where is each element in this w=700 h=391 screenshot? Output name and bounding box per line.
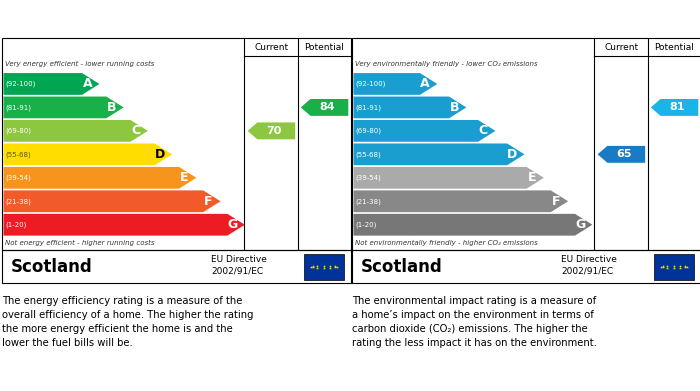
Polygon shape — [4, 190, 220, 212]
Text: (1-20): (1-20) — [356, 221, 377, 228]
Polygon shape — [301, 99, 349, 116]
Text: (21-38): (21-38) — [356, 198, 382, 204]
Text: (81-91): (81-91) — [356, 104, 382, 111]
Polygon shape — [354, 167, 544, 189]
Polygon shape — [4, 167, 196, 189]
Text: 65: 65 — [617, 149, 632, 160]
Polygon shape — [354, 120, 496, 142]
Text: Not energy efficient - higher running costs: Not energy efficient - higher running co… — [5, 240, 155, 246]
Text: EU Directive
2002/91/EC: EU Directive 2002/91/EC — [561, 255, 617, 276]
Text: Very environmentally friendly - lower CO₂ emissions: Very environmentally friendly - lower CO… — [355, 61, 538, 67]
Text: (39-54): (39-54) — [6, 174, 32, 181]
Text: (92-100): (92-100) — [6, 81, 36, 87]
Text: EU Directive
2002/91/EC: EU Directive 2002/91/EC — [211, 255, 267, 276]
Text: E: E — [180, 171, 188, 184]
Text: (21-38): (21-38) — [6, 198, 32, 204]
Text: (1-20): (1-20) — [6, 221, 27, 228]
Text: Potential: Potential — [304, 43, 344, 52]
Text: (55-68): (55-68) — [6, 151, 32, 158]
Text: F: F — [552, 195, 560, 208]
Text: D: D — [508, 148, 517, 161]
Text: A: A — [420, 77, 430, 90]
Text: (69-80): (69-80) — [356, 127, 382, 134]
Text: C: C — [131, 124, 140, 137]
Text: 84: 84 — [320, 102, 335, 113]
Polygon shape — [248, 122, 295, 139]
Text: B: B — [106, 101, 116, 114]
Polygon shape — [354, 143, 524, 165]
Polygon shape — [4, 143, 172, 165]
Text: Environmental Impact (CO₂) Rating: Environmental Impact (CO₂) Rating — [357, 18, 604, 32]
Text: The energy efficiency rating is a measure of the
overall efficiency of a home. T: The energy efficiency rating is a measur… — [2, 296, 253, 348]
Text: (69-80): (69-80) — [6, 127, 32, 134]
Text: (39-54): (39-54) — [356, 174, 382, 181]
Polygon shape — [4, 73, 99, 95]
Bar — [654, 253, 694, 280]
Text: F: F — [204, 195, 213, 208]
Polygon shape — [354, 73, 438, 95]
Text: Scotland: Scotland — [360, 258, 442, 276]
Text: Current: Current — [254, 43, 288, 52]
Text: G: G — [228, 218, 238, 231]
Text: 70: 70 — [267, 126, 282, 136]
Polygon shape — [354, 214, 592, 236]
Polygon shape — [4, 120, 148, 142]
Text: Current: Current — [604, 43, 638, 52]
Polygon shape — [651, 99, 699, 116]
Text: Energy Efficiency Rating: Energy Efficiency Rating — [7, 18, 180, 32]
Polygon shape — [354, 97, 466, 118]
Text: B: B — [449, 101, 459, 114]
Polygon shape — [354, 190, 568, 212]
Text: C: C — [479, 124, 488, 137]
Text: The environmental impact rating is a measure of
a home’s impact on the environme: The environmental impact rating is a mea… — [352, 296, 597, 348]
Bar — [304, 253, 344, 280]
Polygon shape — [4, 97, 124, 118]
Text: 81: 81 — [670, 102, 685, 113]
Text: D: D — [155, 148, 165, 161]
Text: G: G — [575, 218, 585, 231]
Text: Not environmentally friendly - higher CO₂ emissions: Not environmentally friendly - higher CO… — [355, 240, 538, 246]
Polygon shape — [598, 146, 645, 163]
Text: Potential: Potential — [654, 43, 694, 52]
Text: (92-100): (92-100) — [356, 81, 386, 87]
Text: (81-91): (81-91) — [6, 104, 32, 111]
Text: A: A — [83, 77, 92, 90]
Text: (55-68): (55-68) — [356, 151, 382, 158]
Text: Scotland: Scotland — [10, 258, 92, 276]
Text: Very energy efficient - lower running costs: Very energy efficient - lower running co… — [5, 61, 154, 67]
Polygon shape — [4, 214, 245, 236]
Text: E: E — [528, 171, 536, 184]
